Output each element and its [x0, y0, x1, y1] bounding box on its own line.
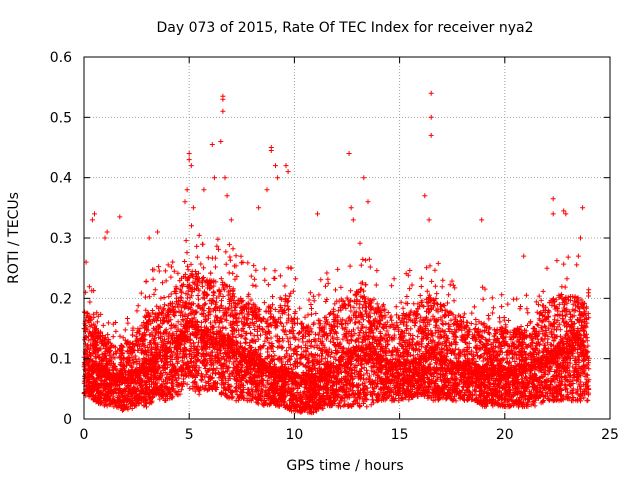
data-points	[81, 90, 592, 416]
x-tick-label: 0	[80, 427, 89, 443]
y-tick-label: 0.4	[50, 171, 72, 187]
x-tick-label: 10	[285, 427, 303, 443]
y-tick-label: 0.2	[50, 291, 72, 307]
chart-title: Day 073 of 2015, Rate Of TEC Index for r…	[156, 20, 533, 36]
x-tick-label: 20	[496, 427, 514, 443]
x-axis-label: GPS time / hours	[286, 458, 403, 474]
y-tick-label: 0.3	[50, 231, 72, 247]
y-tick-label: 0.5	[50, 110, 72, 126]
y-axis-label: ROTI / TECUs	[6, 192, 22, 284]
y-tick-label: 0	[63, 412, 72, 428]
y-tick-label: 0.1	[50, 352, 72, 368]
roti-markers	[81, 90, 592, 416]
y-tick-label: 0.6	[50, 50, 72, 66]
x-tick-label: 15	[391, 427, 409, 443]
axis-ticks: 0 5 10 15 20 25 0 0.1 0.2 0.3 0.4 0.5 0.6	[50, 50, 619, 443]
x-tick-label: 25	[601, 427, 619, 443]
x-tick-label: 5	[185, 427, 194, 443]
